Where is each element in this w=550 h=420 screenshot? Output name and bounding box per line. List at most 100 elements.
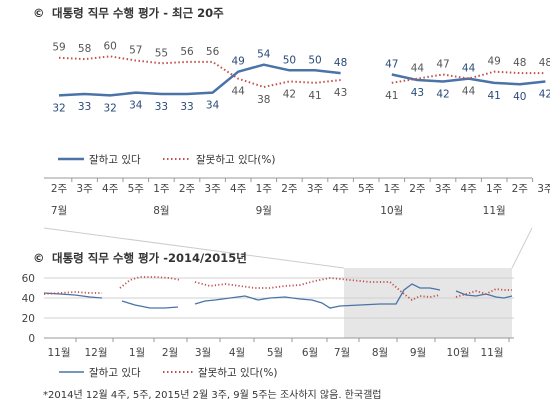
disapprove-data-label: 44 [411,63,425,75]
approve-data-label: 34 [129,100,143,112]
bottom-y-tick-label: 40 [22,293,35,305]
legend2-disapprove-label: 잘못하고 있다(%) [198,366,277,379]
approve-data-label: 33 [78,101,91,113]
disapprove-data-label: 59 [52,42,65,54]
approve-data-label: 41 [488,90,501,102]
legend2-approve-label: 잘하고 있다 [89,366,141,379]
disapprove-data-label: 41 [385,90,398,102]
top-x-tick-label: 5주 [128,183,145,195]
zoom-connector-left [43,227,345,269]
top-x-tick-label: 4주 [230,183,247,195]
top-month-label: 8월 [153,205,169,217]
bottom-x-tick-label: 6월 [302,347,318,359]
legend-disapprove-label: 잘못하고 있다(%) [196,153,275,166]
top-x-tick-label: 2주 [512,183,529,195]
bottom-x-tick-label: 11월 [47,347,70,359]
top-x-tick-label: 4주 [102,183,119,195]
top-x-tick-label: 2주 [51,183,68,195]
approve-data-label: 54 [257,49,271,61]
disapprove-data-label: 49 [488,56,501,68]
approve-data-label: 44 [462,63,476,75]
bottom-chart-x-ticks: 11월 12월 1월 2월 3월 4월 5월 6월 7월 8월 9월 10월 11월 [47,338,510,359]
bottom-x-tick-label: 3월 [195,347,211,359]
footnote: *2014년 12월 4주, 5주, 2015년 2월 3주, 9월 5주는 조… [43,388,381,401]
disapprove-data-label: 55 [155,47,168,59]
approve-data-label: 47 [385,58,398,70]
approve-line-segment [58,63,341,97]
top-chart-plot: 32 33 32 34 33 33 34 49 54 50 50 48 47 43 42 44 41 40 42 59… [52,40,550,114]
top-x-tick-label: 3주 [537,183,550,195]
bottom-disapprove-line [43,291,102,295]
disapprove-data-label: 58 [78,43,91,55]
bottom-chart-title: 대통령 직무 수행 평가 -2014/2015년 [52,251,247,265]
bottom-chart-legend: 잘하고 있다 잘못하고 있다(%) [59,366,277,379]
top-x-tick-label: 2주 [409,183,426,195]
top-month-label: 10월 [380,205,403,217]
disapprove-data-label: 60 [104,40,117,52]
bottom-x-tick-label: 9월 [410,347,426,359]
approve-line-segment [391,73,546,86]
top-month-label: 11월 [483,205,506,217]
bottom-disapprove-line [194,277,441,302]
top-x-tick-label: 1주 [256,183,273,195]
approve-data-label: 50 [308,54,321,66]
recent-period-shade [344,268,512,338]
top-x-tick-label: 4주 [332,183,349,195]
approve-data-label: 32 [104,102,117,114]
approve-data-label: 33 [155,101,168,113]
disapprove-data-label: 47 [436,58,449,70]
zoom-connector-right [511,227,533,269]
approve-data-label: 42 [539,88,550,100]
legend-approve-label: 잘하고 있다 [89,153,141,166]
bottom-x-tick-label: 4월 [229,347,245,359]
bottom-x-tick-label: 5월 [267,347,283,359]
bottom-disapprove-line [455,288,512,298]
approve-data-label: 43 [411,87,424,99]
bottom-disapprove-line [119,276,181,289]
disapprove-data-label: 48 [539,57,550,69]
disapprove-data-label: 43 [334,87,347,99]
bottom-approve-line [43,292,103,299]
bottom-y-tick-label: 20 [22,313,35,325]
bottom-approve-line [194,283,441,309]
approve-data-label: 50 [283,54,296,66]
disapprove-data-label: 56 [180,46,194,58]
top-chart-title: 대통령 직무 수행 평가 - 최근 20주 [52,6,224,20]
bottom-y-tick-label: 60 [22,273,35,285]
disapprove-data-label: 56 [206,46,220,58]
top-x-tick-label: 4주 [460,183,477,195]
approve-data-label: 42 [436,88,449,100]
approve-data-label: 49 [232,56,245,68]
bottom-x-tick-label: 7월 [334,347,350,359]
bottom-x-tick-label: 12월 [84,347,107,359]
top-x-tick-label: 3주 [76,183,93,195]
top-x-tick-label: 3주 [204,183,221,195]
top-x-tick-label: 1주 [384,183,401,195]
approve-data-label: 33 [180,101,193,113]
bottom-x-tick-label: 11월 [480,347,503,359]
disapprove-data-label: 44 [232,86,246,98]
bottom-x-tick-label: 8월 [372,347,388,359]
bottom-chart-y-ticks: 0 20 40 60 [22,273,35,345]
bottom-x-tick-label: 1월 [129,347,145,359]
disapprove-data-label: 42 [283,88,296,100]
top-x-tick-label: 5주 [358,183,375,195]
top-chart-legend: 잘하고 있다 잘못하고 있다(%) [58,153,275,166]
disapprove-data-label: 41 [308,90,321,102]
top-month-label: 9월 [256,205,272,217]
top-x-tick-label: 1주 [486,183,503,195]
top-x-tick-label: 1주 [153,183,170,195]
approve-data-label: 48 [334,57,347,69]
disapprove-data-label: 44 [462,86,476,98]
top-x-tick-label: 3주 [307,183,324,195]
approve-data-label: 40 [513,91,526,103]
disapprove-data-label: 38 [257,94,270,106]
top-x-tick-label: 3주 [435,183,452,195]
bottom-approve-line [121,300,179,309]
top-chart-title-icon: © [33,6,45,20]
disapprove-line-segment [58,55,341,89]
disapprove-data-label: 48 [513,57,526,69]
disapprove-data-label: 57 [129,45,142,57]
top-chart-x-ticks: 2주 3주 4주 5주 1주 2주 3주 4주 1주 2주 3주 4주 5주 1주 2주 3주 4주 1주 2주 3주… [51,178,550,217]
